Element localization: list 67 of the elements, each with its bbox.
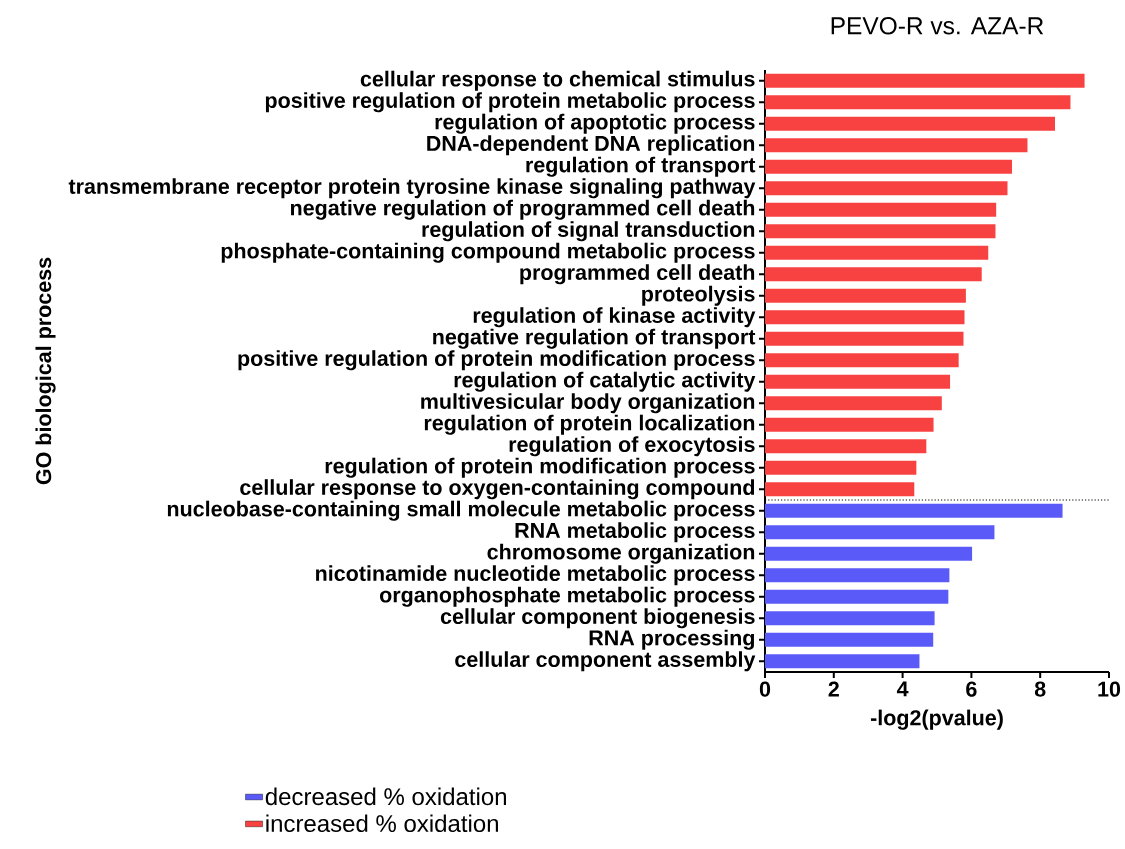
chart-title: PEVO-R vs. AZA-R xyxy=(831,17,1044,35)
y-tick-label: positive regulation of protein metabolic process xyxy=(265,92,755,113)
bar xyxy=(765,73,1085,88)
bar xyxy=(765,632,934,647)
bar xyxy=(765,95,1071,110)
y-tick-label: phosphate-containing compound metabolic process xyxy=(221,242,755,263)
y-tick-label: regulation of kinase activity xyxy=(473,307,756,328)
y-tick-label: cellular component biogenesis xyxy=(440,608,755,629)
y-tick-label: nucleobase-containing small molecule metabolic process xyxy=(167,500,755,521)
y-tick-label: cellular response to chemical stimulus xyxy=(360,70,755,91)
bar xyxy=(765,417,934,432)
bar xyxy=(765,267,982,282)
bar xyxy=(765,503,1063,518)
y-tick-label: cellular response to oxygen-containing compound xyxy=(240,479,755,500)
bar xyxy=(765,525,995,540)
bar xyxy=(765,202,997,217)
y-tick-label: regulation of signal transduction xyxy=(422,221,755,242)
bar xyxy=(765,181,1008,196)
y-tick-label: nicotinamide nucleotide metabolic process xyxy=(316,565,755,586)
bar xyxy=(765,310,965,325)
y-tick-label: proteolysis xyxy=(642,285,755,306)
bar xyxy=(765,138,1028,153)
bar xyxy=(765,331,964,346)
bar xyxy=(765,396,942,411)
bar xyxy=(765,439,927,454)
bar xyxy=(765,116,1055,131)
x-axis-title: -log2(pvalue) xyxy=(870,709,1003,730)
y-tick-label: cellular component assembly xyxy=(455,651,756,672)
bar xyxy=(765,482,915,497)
bar xyxy=(765,460,917,475)
y-tick-label: regulation of catalytic activity xyxy=(454,371,756,392)
legend-label: decreased % oxidation xyxy=(265,787,506,806)
x-tick-label: 4 xyxy=(896,681,909,697)
y-tick-label: regulation of apoptotic process xyxy=(435,113,755,134)
y-tick-label: regulation of transport xyxy=(526,156,756,177)
bar xyxy=(765,159,1012,174)
bar xyxy=(765,245,989,260)
bar xyxy=(765,546,973,561)
bar xyxy=(765,589,949,604)
y-tick-label: DNA-dependent DNA replication xyxy=(427,135,755,156)
bar xyxy=(765,568,950,583)
bar xyxy=(765,611,935,626)
x-tick-label: 6 xyxy=(966,681,977,697)
bar xyxy=(765,374,951,389)
y-tick-label: RNA metabolic process xyxy=(515,522,755,543)
y-tick-label: RNA processing xyxy=(589,629,754,650)
x-tick-label: 0 xyxy=(759,681,771,697)
bar xyxy=(765,224,996,239)
x-tick-label: 10 xyxy=(1098,681,1121,697)
x-tick-label: 2 xyxy=(828,681,839,697)
y-tick-label: programmed cell death xyxy=(520,264,755,285)
y-tick-label: regulation of protein modification process xyxy=(325,457,755,478)
y-tick-label: positive regulation of protein modification process xyxy=(238,350,755,371)
y-axis-title: GO biological process xyxy=(35,257,56,485)
y-tick-label: multivesicular body organization xyxy=(421,393,755,414)
y-tick-label: transmembrane receptor protein tyrosine kinase signaling pathway xyxy=(68,178,756,199)
y-tick-label: negative regulation of transport xyxy=(433,328,756,349)
y-tick-label: chromosome organization xyxy=(487,543,755,564)
y-tick-label: organophosphate metabolic process xyxy=(379,586,755,607)
y-tick-label: negative regulation of programmed cell death xyxy=(290,199,755,220)
bar xyxy=(765,654,920,669)
y-tick-label: regulation of protein localization xyxy=(424,414,755,435)
bar xyxy=(765,353,959,368)
legend-label: increased % oxidation xyxy=(266,814,498,833)
x-tick-label: 8 xyxy=(1034,681,1046,697)
bar xyxy=(765,288,966,303)
y-tick-label: regulation of exocytosis xyxy=(509,436,755,457)
